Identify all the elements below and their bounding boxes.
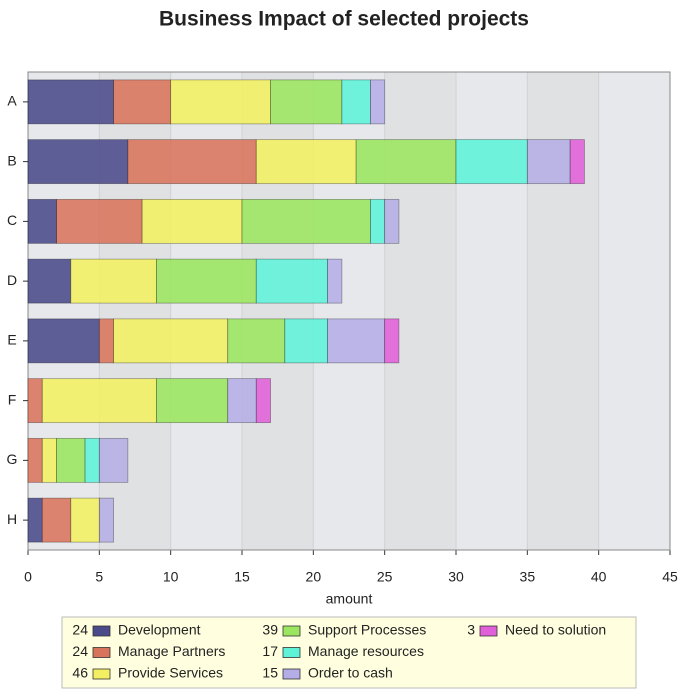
legend-total: 3	[467, 622, 475, 638]
bar-segment	[113, 318, 229, 364]
bar-segment	[155, 378, 229, 424]
bar-segment	[170, 79, 271, 125]
legend-label: Order to cash	[308, 665, 393, 681]
bar-segment	[384, 318, 400, 364]
x-tick-label: 20	[306, 569, 322, 585]
bar-segment	[526, 139, 571, 185]
y-tick-label: H	[7, 511, 17, 527]
legend-swatch	[282, 647, 301, 658]
bar-segment	[27, 198, 57, 244]
x-tick-label: 0	[24, 569, 32, 585]
legend-total: 39	[262, 622, 278, 638]
y-tick-label: F	[8, 391, 17, 407]
bar-segment	[384, 198, 400, 244]
bar-segment	[155, 258, 257, 304]
bar-segment	[56, 198, 143, 244]
y-tick-label: B	[7, 152, 16, 168]
bar-segment	[369, 198, 386, 244]
bar-segment	[455, 139, 528, 185]
legend-label: Support Processes	[308, 622, 426, 638]
bar-segment	[27, 79, 114, 125]
legend-total: 15	[262, 665, 278, 681]
bar-segment	[27, 258, 72, 304]
bar-segment	[127, 139, 257, 185]
legend-total: 17	[262, 643, 278, 659]
x-tick-label: 35	[520, 569, 536, 585]
x-tick-label: 10	[163, 569, 179, 585]
bar-segment	[70, 497, 100, 543]
bar-segment	[284, 318, 328, 364]
bar-segment	[255, 258, 328, 304]
x-tick-label: 45	[662, 569, 678, 585]
legend-total: 24	[72, 622, 88, 638]
legend-box	[61, 616, 637, 689]
y-tick-label: D	[7, 272, 17, 288]
bar-segment	[369, 79, 386, 125]
bar-segment	[270, 79, 343, 125]
bar-segment	[98, 318, 115, 364]
bar-segment	[355, 139, 457, 185]
bar-segment	[41, 378, 157, 424]
bar-segment	[341, 79, 371, 125]
legend-label: Manage resources	[308, 643, 424, 659]
legend-label: Development	[118, 622, 201, 638]
x-tick-label: 5	[95, 569, 103, 585]
bar-segment	[227, 318, 286, 364]
x-tick-label: 15	[234, 569, 250, 585]
x-tick-label: 25	[377, 569, 393, 585]
x-tick-label: 30	[448, 569, 464, 585]
legend-label: Need to solution	[505, 622, 606, 638]
bar-segment	[98, 437, 129, 483]
x-tick-label: 40	[591, 569, 607, 585]
legend-swatch	[92, 668, 111, 680]
bar-segment	[27, 318, 100, 364]
legend-label: Manage Partners	[118, 643, 225, 659]
bar-segment	[41, 497, 72, 543]
bar-segment	[27, 378, 43, 424]
y-tick-label: G	[7, 451, 18, 467]
x-axis-label: amount	[326, 591, 373, 607]
bar-segment	[27, 437, 43, 483]
bar-segment	[569, 139, 585, 185]
y-tick-label: E	[7, 332, 16, 348]
y-tick-label: A	[7, 93, 17, 109]
chart-title: Business Impact of selected projects	[159, 8, 529, 31]
legend-total: 24	[72, 643, 88, 659]
legend-label: Provide Services	[118, 665, 223, 681]
legend-swatch	[282, 668, 301, 680]
legend-total: 46	[72, 665, 88, 681]
bar-segment	[98, 497, 115, 543]
legend-swatch	[92, 625, 111, 637]
bar-segment	[41, 437, 57, 483]
legend-swatch	[282, 625, 301, 637]
bar-segment	[56, 437, 86, 483]
plot-border	[27, 71, 671, 551]
bar-segment	[327, 318, 386, 364]
bar-segment	[255, 139, 357, 185]
bar-segment	[141, 198, 243, 244]
legend-swatch	[92, 647, 111, 658]
bar-segment	[327, 258, 343, 304]
y-tick-label: C	[7, 212, 17, 228]
bar-segment	[27, 139, 129, 185]
bar-segment	[27, 497, 43, 543]
legend-swatch	[479, 625, 498, 637]
bar-segment	[84, 437, 100, 483]
bar-segment	[113, 79, 172, 125]
bar-segment	[241, 198, 371, 244]
bar-segment	[227, 378, 257, 424]
bar-segment	[255, 378, 271, 424]
bar-segment	[70, 258, 157, 304]
